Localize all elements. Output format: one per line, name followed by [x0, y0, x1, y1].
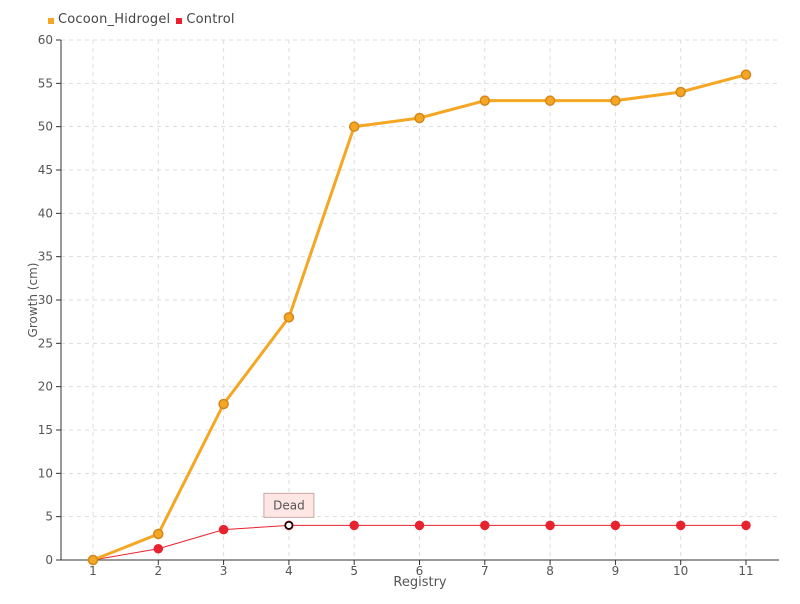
y-tick-label-30: 30 — [38, 293, 53, 307]
x-tick-label-6: 6 — [416, 564, 424, 578]
legend-swatch-control — [176, 17, 183, 24]
y-tick-label-5: 5 — [45, 510, 53, 524]
x-tick-label-8: 8 — [546, 564, 554, 578]
y-axis-title: Growth (cm) — [26, 263, 40, 338]
point-control-7 — [480, 520, 490, 531]
tooltip-text: Dead — [273, 498, 305, 512]
point-control-10 — [675, 520, 686, 531]
point-cocoon-hidrogel-9 — [610, 95, 621, 106]
y-tick-label-15: 15 — [38, 423, 53, 437]
y-tick-label-60: 60 — [38, 33, 53, 47]
point-cocoon-hidrogel-1 — [87, 554, 99, 566]
y-tick-label-10: 10 — [38, 466, 53, 480]
y-tick-label-55: 55 — [38, 76, 53, 90]
point-cocoon-hidrogel-8 — [544, 95, 556, 106]
point-control-5 — [349, 520, 359, 531]
legend-item-cocoon-hidrogel[interactable]: Cocoon_Hidrogel — [48, 12, 170, 27]
point-cocoon-hidrogel-2 — [153, 528, 164, 540]
legend-item-control[interactable]: Control — [176, 12, 235, 27]
point-cocoon-hidrogel-6 — [414, 112, 425, 124]
point-control-6 — [414, 520, 425, 531]
y-tick-label-45: 45 — [38, 163, 53, 177]
x-tick-label-2: 2 — [154, 564, 162, 578]
legend-swatch-cocoon-hidrogel — [48, 17, 54, 24]
x-tick-label-5: 5 — [350, 564, 358, 578]
legend-label-cocoon-hidrogel: Cocoon_Hidrogel — [58, 12, 171, 27]
y-tick-label-35: 35 — [38, 250, 53, 264]
x-tick-label-1: 1 — [89, 564, 97, 578]
point-control-8 — [545, 520, 555, 531]
series-control — [88, 520, 751, 565]
x-axis-title: Registry — [393, 575, 447, 590]
tooltip-layer: Dead — [263, 492, 315, 530]
grid-layer — [61, 39, 779, 560]
series-layer — [87, 69, 752, 566]
x-tick-label-9: 9 — [612, 564, 620, 578]
y-tick-label-25: 25 — [38, 336, 53, 350]
point-cocoon-hidrogel-3 — [218, 398, 229, 410]
point-cocoon-hidrogel-10 — [675, 86, 686, 98]
point-cocoon-hidrogel-11 — [740, 69, 752, 80]
tooltip-box — [263, 492, 315, 518]
point-control-2 — [153, 543, 164, 554]
x-tick-label-3: 3 — [220, 564, 228, 578]
tooltip-target-point — [284, 521, 294, 530]
point-cocoon-hidrogel-7 — [479, 95, 491, 106]
x-tick-label-7: 7 — [481, 564, 489, 578]
legend-label-control: Control — [186, 12, 235, 27]
y-tick-label-20: 20 — [38, 380, 53, 394]
point-cocoon-hidrogel-4 — [283, 312, 295, 323]
x-tick-label-4: 4 — [285, 564, 293, 578]
series-cocoon-hidrogel — [87, 69, 752, 566]
y-tick-label-0: 0 — [45, 553, 53, 567]
point-cocoon-hidrogel-5 — [348, 121, 360, 132]
y-tick-label-50: 50 — [38, 120, 53, 134]
point-control-3 — [218, 524, 229, 535]
x-tick-label-10: 10 — [673, 564, 688, 578]
x-tick-label-11: 11 — [738, 564, 753, 578]
y-tick-label-40: 40 — [38, 206, 53, 220]
point-control-9 — [610, 520, 621, 531]
point-control-11 — [741, 520, 751, 531]
legend: Cocoon_Hidrogel Control — [48, 12, 241, 27]
